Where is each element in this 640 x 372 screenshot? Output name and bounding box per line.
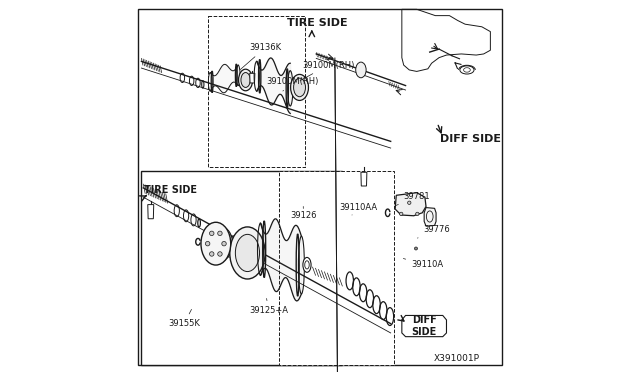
Ellipse shape xyxy=(239,69,253,91)
Text: 39110A: 39110A xyxy=(403,259,444,269)
Text: 39126: 39126 xyxy=(291,206,317,220)
Polygon shape xyxy=(209,16,305,167)
Ellipse shape xyxy=(236,234,260,272)
Ellipse shape xyxy=(303,257,311,272)
Polygon shape xyxy=(250,73,255,83)
Ellipse shape xyxy=(209,252,214,256)
Text: 39100M(RH): 39100M(RH) xyxy=(300,61,355,80)
Ellipse shape xyxy=(241,73,250,87)
Polygon shape xyxy=(402,315,447,337)
Ellipse shape xyxy=(291,74,308,100)
Ellipse shape xyxy=(230,227,265,279)
Text: 39155K: 39155K xyxy=(168,310,200,328)
Polygon shape xyxy=(424,208,436,226)
Text: DIFF SIDE: DIFF SIDE xyxy=(440,135,500,144)
Polygon shape xyxy=(141,171,342,365)
Ellipse shape xyxy=(205,241,210,246)
Text: 39110AA: 39110AA xyxy=(339,203,377,215)
Ellipse shape xyxy=(399,212,403,215)
Ellipse shape xyxy=(209,231,214,235)
Ellipse shape xyxy=(356,62,366,78)
Text: 39125+A: 39125+A xyxy=(250,298,288,315)
Text: DIFF
SIDE: DIFF SIDE xyxy=(412,315,436,337)
Ellipse shape xyxy=(201,222,231,265)
Ellipse shape xyxy=(408,201,411,204)
Text: X391001P: X391001P xyxy=(434,355,480,363)
Text: TIRE SIDE: TIRE SIDE xyxy=(145,185,197,195)
Polygon shape xyxy=(138,9,502,365)
Text: 39781: 39781 xyxy=(396,192,430,205)
Ellipse shape xyxy=(218,231,222,235)
Ellipse shape xyxy=(218,252,222,256)
Polygon shape xyxy=(148,205,154,219)
Polygon shape xyxy=(279,171,394,365)
Text: 39776: 39776 xyxy=(417,225,450,238)
Ellipse shape xyxy=(294,78,305,97)
Text: 39100M(RH): 39100M(RH) xyxy=(266,77,319,91)
Text: 39136K: 39136K xyxy=(240,43,282,70)
Ellipse shape xyxy=(211,227,232,260)
Polygon shape xyxy=(395,193,426,216)
Ellipse shape xyxy=(415,247,417,250)
Text: TIRE SIDE: TIRE SIDE xyxy=(287,18,348,28)
Polygon shape xyxy=(361,172,367,186)
Ellipse shape xyxy=(415,212,419,215)
Ellipse shape xyxy=(222,241,227,246)
